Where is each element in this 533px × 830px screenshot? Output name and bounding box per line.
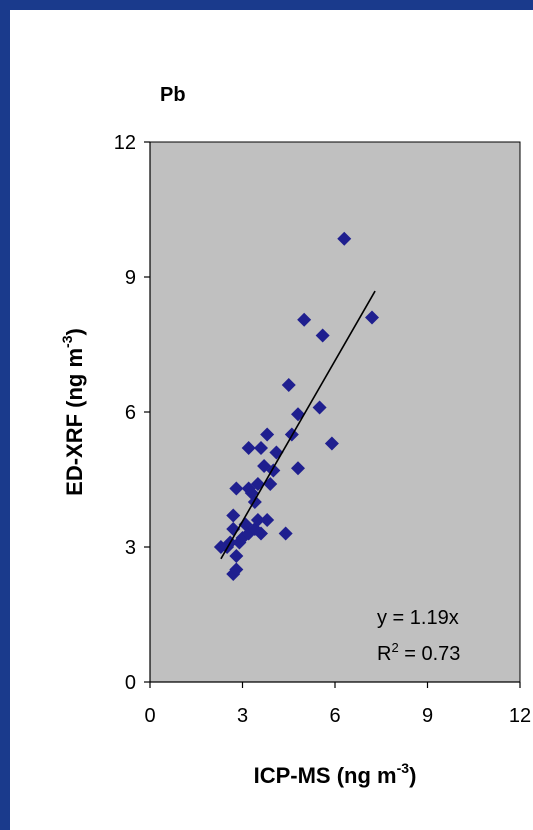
y-tick-label: 3 (125, 537, 136, 559)
y-tick-label: 0 (125, 672, 136, 694)
data-point (337, 231, 352, 246)
data-point (254, 441, 268, 455)
data-point (254, 526, 268, 541)
data-point (260, 427, 275, 442)
data-point (229, 481, 244, 496)
y-axis-title-main: ED-XRF (ng m (62, 348, 87, 496)
x-tick-label: 0 (144, 705, 155, 727)
x-tick-label: 12 (509, 705, 531, 727)
data-point (278, 526, 293, 541)
x-axis-title-tail: ) (409, 763, 416, 788)
y-tick-label: 12 (114, 132, 136, 154)
chart-title: Pb (160, 84, 186, 106)
data-point (226, 508, 241, 523)
x-axis-ticks: 0 3 6 9 12 (144, 682, 531, 727)
trendline-equation: y = 1.19x (377, 607, 459, 629)
y-axis-title-tail: ) (62, 328, 87, 335)
chart-frame: Pb 0 3 6 9 12 0 3 6 9 12 y = 1.19x R2 = 0.73 ICP… (10, 10, 533, 830)
data-point (250, 513, 265, 527)
trendline (220, 290, 376, 560)
data-point (312, 400, 327, 415)
data-point (241, 441, 256, 455)
r-squared-sup: 2 (391, 640, 398, 655)
x-tick-label: 9 (422, 705, 433, 727)
data-point (365, 310, 379, 325)
x-axis-title-sup: -3 (397, 760, 410, 776)
x-tick-label: 3 (237, 705, 248, 727)
plot-area (149, 141, 521, 683)
x-axis-title: ICP-MS (ng m-3) (254, 760, 417, 788)
data-point (250, 477, 265, 491)
y-axis-title: ED-XRF (ng m-3) (59, 328, 87, 496)
x-tick-label: 6 (329, 705, 340, 727)
y-axis-ticks: 0 3 6 9 12 (114, 132, 150, 694)
data-point (260, 513, 275, 527)
data-point (291, 461, 305, 476)
data-point (324, 436, 339, 451)
y-tick-label: 9 (125, 267, 136, 289)
y-axis-title-sup: -3 (59, 335, 75, 348)
scatter-chart: Pb 0 3 6 9 12 0 3 6 9 12 y = 1.19x R2 = 0.73 ICP… (59, 84, 531, 788)
data-point (297, 312, 312, 327)
data-point (229, 562, 244, 577)
data-point (229, 549, 244, 563)
data-point (315, 328, 330, 343)
r-squared-tail: = 0.73 (399, 643, 461, 665)
x-axis-title-main: ICP-MS (ng m (254, 763, 397, 788)
y-tick-label: 6 (125, 402, 136, 424)
r-squared-main: R (377, 643, 391, 665)
data-point (257, 459, 272, 473)
r-squared-label: R2 = 0.73 (377, 640, 460, 665)
data-point (281, 378, 296, 392)
